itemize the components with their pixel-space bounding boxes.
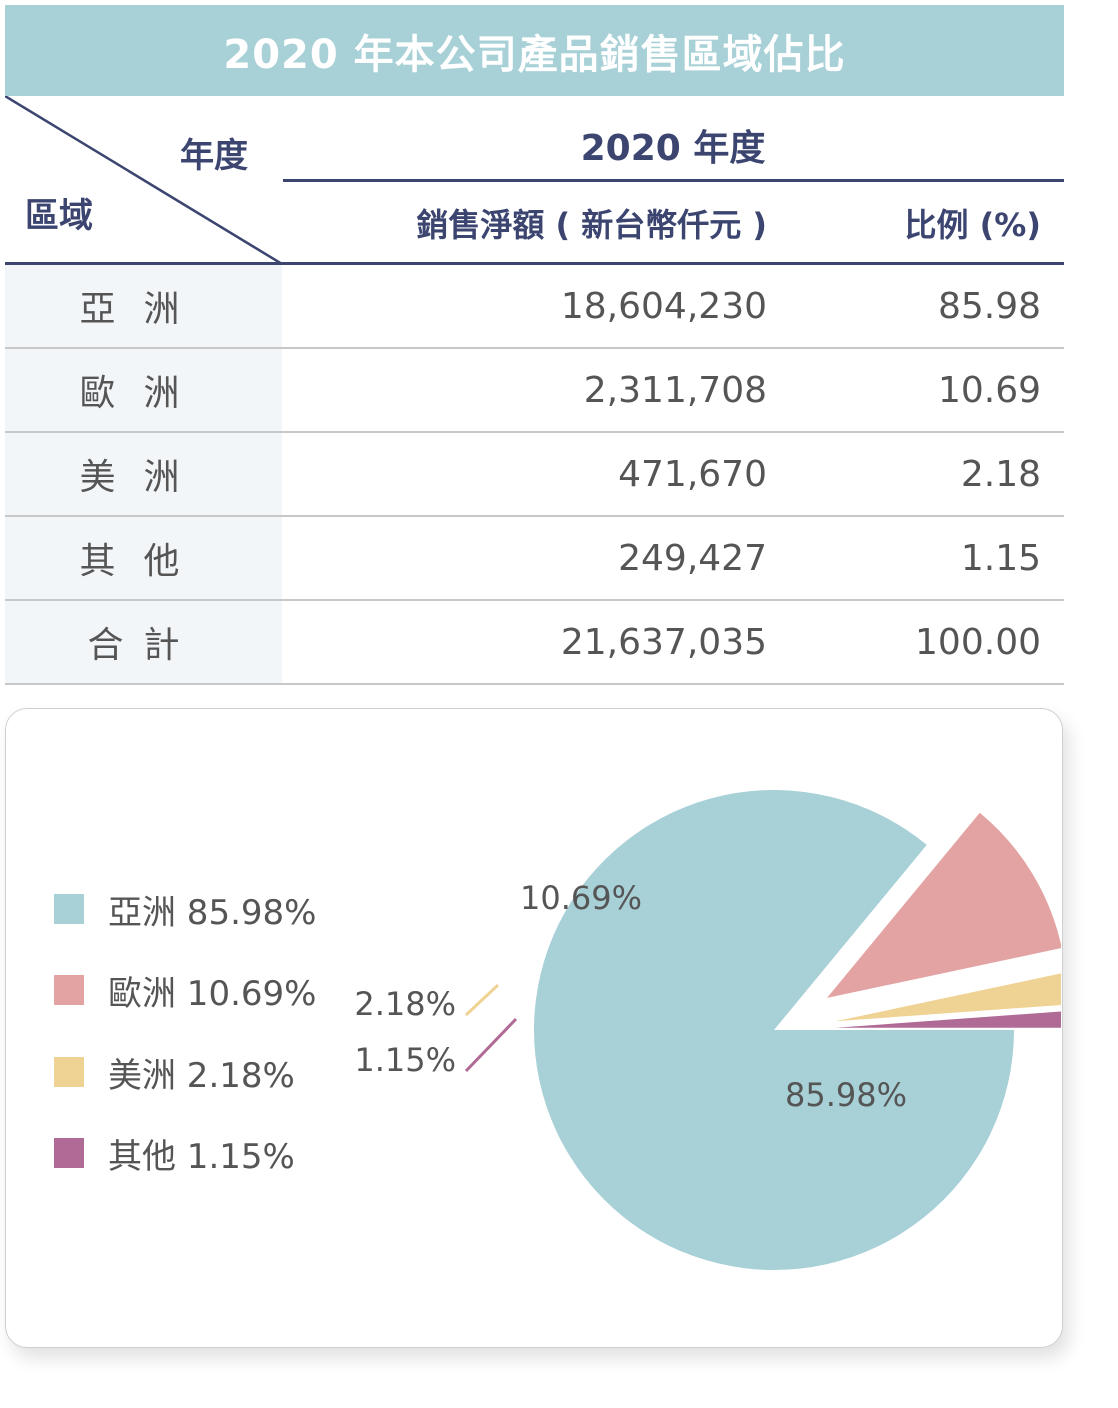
sales-table: 年度 區域 2020 年度 銷售淨額 ( 新台幣仟元 ) 比例 (%) 亞洲 1… [5,96,1064,686]
region-cell: 其他 [5,517,282,599]
slice-label-americas: 2.18% [354,985,456,1023]
pie-slice-europe [827,812,1061,998]
amount-cell: 2,311,708 [583,369,767,411]
header-corner-cell: 年度 區域 [5,96,282,264]
slice-label-europe: 10.69% [520,879,642,917]
amount-cell: 18,604,230 [560,285,767,327]
region-cell: 歐洲 [5,349,282,431]
header-divider [283,179,1064,182]
header-bottom-rule [5,262,1064,265]
legend-swatch-americas [54,1057,84,1087]
percent-cell: 2.18 [960,453,1041,495]
legend-item-americas: 美洲 2.18% [54,1052,295,1096]
table-row: 歐洲 2,311,708 10.69 [5,349,1064,433]
total-amount-cell: 21,637,035 [560,621,767,663]
table-row-total: 合計 21,637,035 100.00 [5,601,1064,685]
percent-cell: 85.98 [937,285,1041,327]
pie-slice-americas [835,973,1061,1022]
legend-item-asia: 亞洲 85.98% [54,889,316,933]
region-cell: 美洲 [5,433,282,515]
amount-cell: 471,670 [618,453,767,495]
legend-item-europe: 歐洲 10.69% [54,970,316,1014]
legend-swatch-asia [54,894,84,924]
legend-swatch-other [54,1138,84,1168]
legend-item-other: 其他 1.15% [54,1133,295,1177]
table-row: 美洲 471,670 2.18 [5,433,1064,517]
chart-panel: 亞洲 85.98% 歐洲 10.69% 美洲 2.18% 其他 1.15% 85… [5,708,1063,1348]
leader-line-other [464,1017,518,1073]
pie-chart: 85.98% 10.69% 2.18% 1.15% [354,790,1061,1270]
table-row: 亞洲 18,604,230 85.98 [5,265,1064,349]
region-cell: 亞洲 [5,265,282,347]
header-year-group: 2020 年度 [580,128,766,169]
header-year-label: 年度 [180,136,248,176]
legend-swatch-europe [54,975,84,1005]
legend-label: 美洲 2.18% [108,1055,295,1096]
legend-label: 歐洲 10.69% [108,973,317,1014]
header-region-label: 區域 [25,196,93,236]
total-label-cell: 合計 [5,601,282,683]
header-amount-column: 銷售淨額 ( 新台幣仟元 ) [416,206,767,244]
table-row: 其他 249,427 1.15 [5,517,1064,601]
percent-cell: 1.15 [960,537,1041,579]
slice-label-other: 1.15% [354,1041,456,1079]
pie-slice-asia [534,790,1014,1270]
amount-cell: 249,427 [618,537,767,579]
total-percent-cell: 100.00 [915,621,1041,663]
pie-slice-other [835,1011,1061,1028]
legend-label: 其他 1.15% [108,1136,295,1177]
percent-cell: 10.69 [937,369,1041,411]
header-percent-column: 比例 (%) [904,206,1041,244]
slice-label-asia: 85.98% [785,1076,907,1114]
leader-line-americas [464,983,500,1017]
legend-label: 亞洲 85.98% [108,892,317,933]
page-title: 2020 年本公司產品銷售區域佔比 [5,5,1064,96]
diagonal-divider [5,96,282,264]
